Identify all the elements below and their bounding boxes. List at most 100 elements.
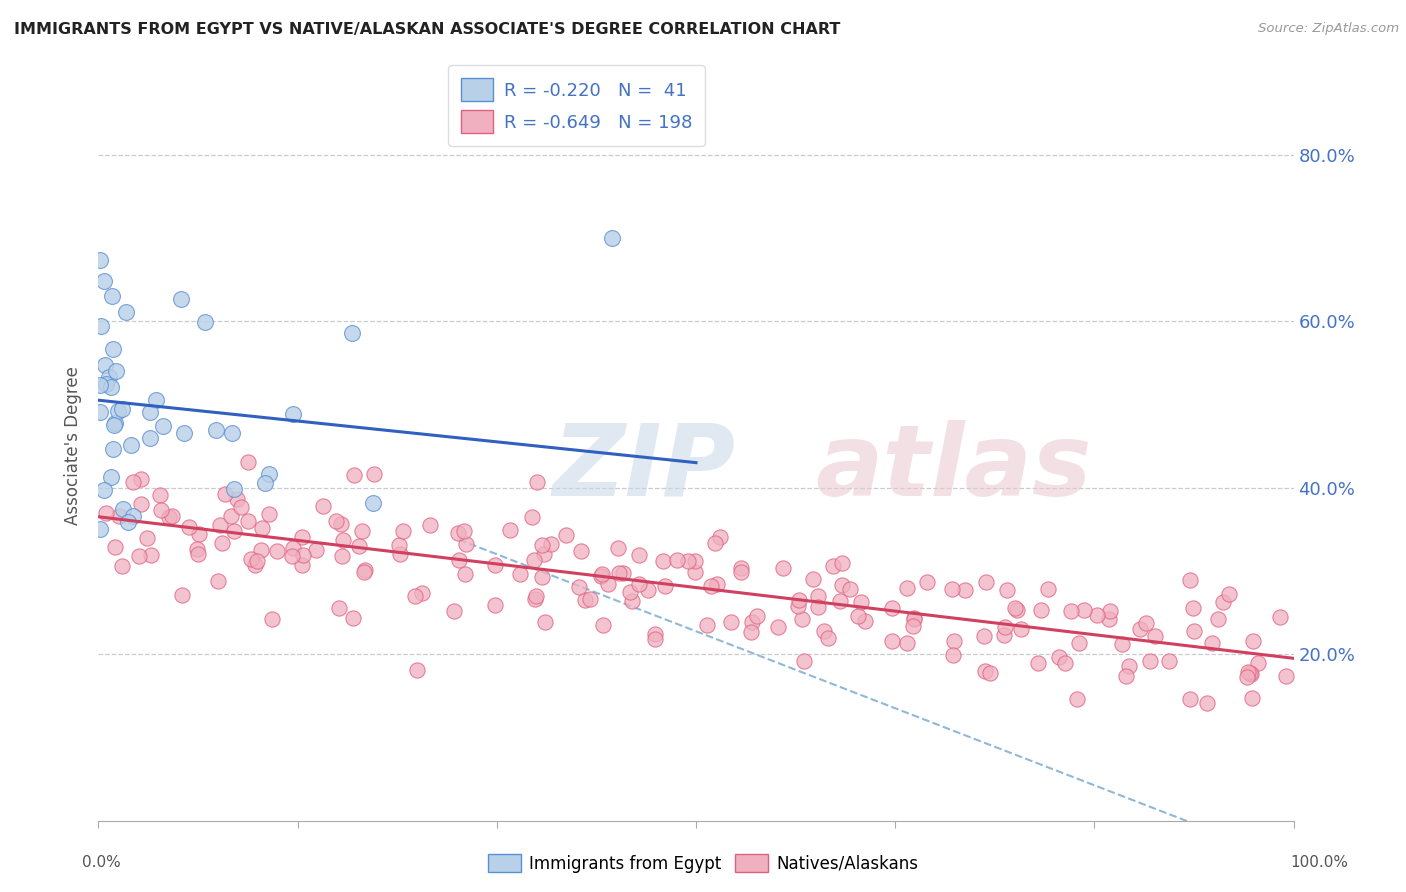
- Point: [1197, 696, 1219, 710]
- Point: [644, 627, 666, 641]
- Point: [941, 582, 963, 597]
- Point: [250, 543, 273, 558]
- Point: [1240, 666, 1263, 681]
- Point: [107, 508, 129, 523]
- Point: [1054, 656, 1077, 670]
- Point: [453, 567, 475, 582]
- Point: [121, 475, 143, 489]
- Point: [342, 611, 364, 625]
- Point: [406, 663, 429, 677]
- Point: [139, 431, 162, 445]
- Point: [411, 585, 433, 599]
- Point: [266, 544, 288, 558]
- Point: [849, 595, 872, 609]
- Point: [257, 467, 280, 481]
- Point: [666, 552, 689, 566]
- Point: [111, 502, 134, 516]
- Point: [1036, 582, 1059, 596]
- Point: [1060, 604, 1083, 618]
- Point: [1047, 649, 1070, 664]
- Point: [828, 594, 851, 608]
- Point: [1005, 603, 1028, 617]
- Point: [388, 538, 411, 552]
- Point: [93, 274, 115, 288]
- Point: [831, 556, 853, 570]
- Legend: R = -0.220   N =  41, R = -0.649   N = 198: R = -0.220 N = 41, R = -0.649 N = 198: [449, 65, 704, 146]
- Point: [1178, 692, 1201, 706]
- Point: [169, 292, 191, 306]
- Point: [1118, 659, 1140, 673]
- Point: [214, 486, 236, 500]
- Point: [120, 438, 142, 452]
- Point: [703, 536, 725, 550]
- Point: [596, 577, 619, 591]
- Point: [817, 631, 839, 645]
- Point: [129, 472, 152, 486]
- Point: [509, 566, 531, 581]
- Point: [813, 624, 835, 638]
- Point: [807, 599, 830, 614]
- Point: [139, 548, 162, 562]
- Point: [831, 578, 853, 592]
- Point: [225, 491, 247, 506]
- Point: [579, 591, 602, 606]
- Point: [179, 520, 201, 534]
- Point: [917, 575, 939, 590]
- Point: [484, 558, 506, 572]
- Point: [787, 593, 810, 607]
- Point: [801, 572, 824, 586]
- Point: [136, 532, 159, 546]
- Point: [685, 565, 707, 579]
- Point: [787, 599, 810, 614]
- Point: [160, 509, 183, 524]
- Point: [591, 566, 613, 581]
- Point: [531, 570, 554, 584]
- Point: [340, 326, 363, 341]
- Point: [730, 560, 752, 574]
- Point: [139, 404, 162, 418]
- Point: [96, 506, 118, 520]
- Point: [342, 467, 364, 482]
- Point: [128, 549, 150, 563]
- Point: [1143, 629, 1166, 643]
- Text: ZIP: ZIP: [553, 420, 735, 517]
- Point: [353, 565, 375, 579]
- Point: [591, 569, 613, 583]
- Point: [449, 552, 471, 566]
- Point: [94, 359, 117, 373]
- Point: [240, 551, 263, 566]
- Point: [676, 554, 699, 568]
- Point: [332, 533, 354, 547]
- Point: [520, 509, 543, 524]
- Text: Source: ZipAtlas.com: Source: ZipAtlas.com: [1258, 22, 1399, 36]
- Point: [245, 558, 267, 573]
- Point: [330, 516, 353, 531]
- Point: [222, 482, 245, 496]
- Point: [853, 614, 876, 628]
- Point: [1085, 607, 1108, 622]
- Point: [1115, 669, 1137, 683]
- Point: [257, 508, 280, 522]
- Point: [145, 392, 167, 407]
- Point: [236, 454, 259, 468]
- Point: [993, 628, 1015, 642]
- Point: [260, 612, 283, 626]
- Point: [654, 579, 676, 593]
- Point: [221, 425, 243, 440]
- Point: [236, 514, 259, 528]
- Point: [621, 593, 644, 607]
- Point: [1004, 601, 1026, 615]
- Point: [115, 305, 138, 319]
- Point: [995, 582, 1018, 597]
- Text: 0.0%: 0.0%: [82, 855, 121, 870]
- Point: [1139, 654, 1161, 668]
- Point: [1010, 622, 1032, 636]
- Point: [101, 288, 124, 302]
- Point: [443, 604, 465, 618]
- Point: [1031, 603, 1053, 617]
- Point: [389, 547, 412, 561]
- Point: [205, 423, 228, 437]
- Point: [281, 541, 304, 556]
- Point: [1180, 573, 1202, 587]
- Point: [741, 615, 763, 630]
